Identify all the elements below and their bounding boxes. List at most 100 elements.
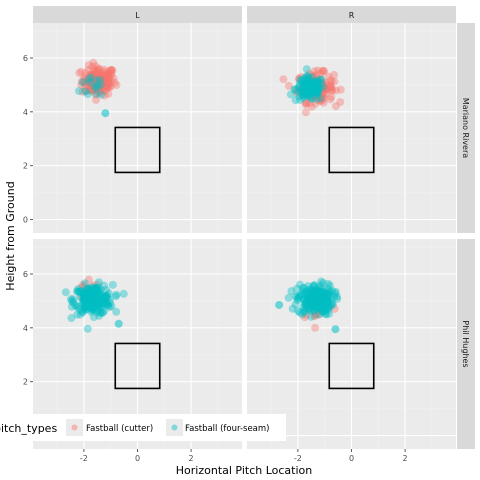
data-point: [98, 308, 107, 317]
data-point: [301, 83, 310, 92]
data-point: [326, 76, 335, 85]
data-point: [308, 294, 317, 303]
data-point: [66, 294, 75, 303]
data-point: [307, 296, 316, 305]
data-point: [73, 310, 82, 319]
data-point: [92, 299, 101, 308]
data-point: [312, 82, 321, 91]
data-point: [324, 298, 333, 307]
data-point: [308, 80, 317, 89]
data-point: [310, 312, 319, 321]
data-point: [303, 80, 312, 89]
data-point: [299, 295, 308, 304]
panels-layer: [33, 23, 456, 449]
data-point: [296, 76, 305, 85]
data-point: [303, 88, 312, 97]
data-point: [90, 294, 99, 303]
data-point: [313, 295, 322, 304]
data-point: [80, 79, 89, 88]
data-point: [319, 288, 328, 297]
data-point: [319, 306, 328, 315]
data-point: [304, 85, 313, 94]
data-point: [322, 291, 331, 300]
data-point: [110, 78, 119, 87]
data-point: [305, 296, 314, 305]
data-point: [290, 85, 299, 94]
data-point: [331, 289, 340, 298]
data-point: [305, 296, 314, 305]
data-point: [313, 287, 322, 296]
data-point: [306, 87, 315, 96]
data-point: [87, 71, 96, 80]
data-point: [80, 300, 89, 309]
data-point: [82, 303, 91, 312]
data-point: [67, 297, 76, 306]
facet-strips: L R Mariano Rivera Phil Hughes: [33, 6, 475, 449]
data-point: [324, 309, 333, 318]
data-point: [322, 290, 331, 299]
data-point: [295, 83, 304, 92]
data-point: [98, 83, 107, 92]
data-point: [293, 306, 302, 315]
data-point: [88, 292, 97, 301]
data-point: [93, 291, 102, 300]
data-point: [91, 74, 100, 83]
data-point: [315, 290, 324, 299]
data-point: [69, 295, 78, 304]
data-point: [279, 75, 288, 84]
data-point: [312, 286, 321, 295]
data-point: [302, 73, 311, 82]
data-point: [303, 292, 312, 301]
data-point: [297, 88, 306, 97]
data-point: [300, 83, 309, 92]
data-point: [315, 84, 324, 93]
data-point: [92, 84, 101, 93]
data-point: [308, 84, 317, 93]
data-point: [298, 310, 307, 319]
data-point: [95, 293, 104, 302]
data-point: [312, 78, 321, 87]
data-point: [87, 283, 96, 292]
data-point: [96, 295, 105, 304]
data-point: [101, 67, 110, 76]
data-point: [304, 86, 313, 95]
data-point: [324, 279, 333, 288]
data-point: [105, 295, 114, 304]
data-point: [78, 280, 87, 289]
data-point: [302, 86, 311, 95]
data-point: [83, 289, 92, 298]
data-point: [318, 307, 327, 316]
data-point: [315, 287, 324, 296]
data-point: [103, 301, 112, 310]
data-point: [88, 291, 97, 300]
data-point: [318, 307, 327, 316]
data-point: [91, 83, 100, 92]
data-point: [322, 295, 331, 304]
data-point: [105, 67, 114, 76]
data-point: [305, 84, 314, 93]
data-point: [323, 293, 332, 302]
data-point: [299, 91, 308, 100]
data-point: [314, 302, 323, 311]
data-point: [324, 284, 333, 293]
data-point: [89, 293, 98, 302]
data-point: [299, 284, 308, 293]
data-point: [96, 78, 105, 87]
data-point: [314, 310, 323, 319]
data-point: [306, 86, 315, 95]
data-point: [93, 80, 102, 89]
data-point: [311, 302, 320, 311]
data-point: [96, 285, 105, 294]
y-tick-label: 4: [23, 324, 28, 333]
data-point: [288, 304, 297, 313]
data-point: [303, 295, 312, 304]
data-point: [87, 295, 96, 304]
data-point: [307, 102, 316, 111]
x-tick-label: 2: [403, 454, 408, 463]
data-point: [317, 79, 326, 88]
data-point: [298, 287, 307, 296]
data-point: [317, 79, 326, 88]
data-point: [303, 87, 312, 96]
legend-key-cutter: [66, 419, 83, 436]
data-point: [299, 78, 308, 87]
